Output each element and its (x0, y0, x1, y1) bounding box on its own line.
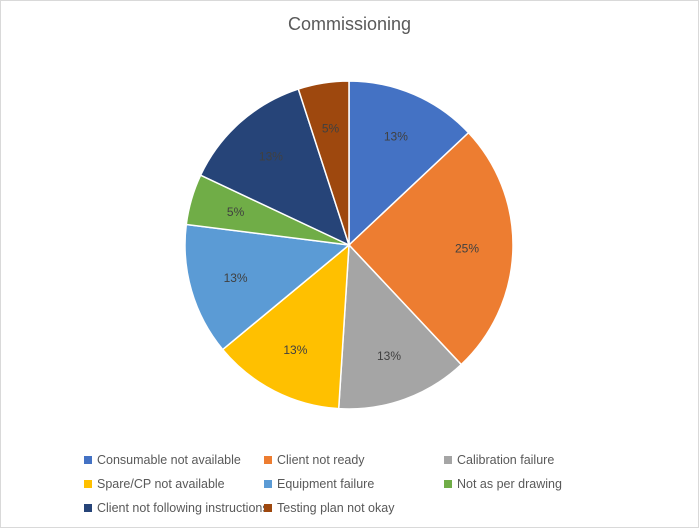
legend-swatch (84, 480, 92, 488)
data-label: 13% (283, 343, 307, 357)
data-label: 13% (377, 349, 401, 363)
legend-swatch (264, 504, 272, 512)
legend-swatch (84, 504, 92, 512)
pie-slice (347, 131, 514, 366)
legend-label: Testing plan not okay (277, 501, 395, 515)
data-label: 13% (259, 149, 283, 163)
pie-slice (184, 223, 351, 351)
legend-label: Calibration failure (457, 453, 555, 467)
legend-swatch (444, 480, 452, 488)
legend-label: Not as per drawing (457, 477, 562, 491)
legend-item: Testing plan not okay (264, 498, 394, 518)
pie-slice (221, 243, 350, 410)
chart-title: Commissioning (287, 14, 412, 34)
legend-label: Equipment failure (277, 477, 375, 491)
data-label: 13% (224, 271, 248, 285)
pie-slice (337, 243, 463, 410)
pie-slice (297, 80, 350, 246)
legend-item: Not as per drawing (444, 474, 562, 494)
legend-item: Client not following instructions (84, 498, 269, 518)
pie-slice (348, 80, 470, 247)
data-label: 13% (384, 130, 408, 144)
legend-item: Client not ready (264, 450, 365, 470)
legend-label: Client not following instructions (97, 501, 269, 515)
pie-slice (199, 88, 351, 247)
legend-item: Calibration failure (444, 450, 554, 470)
data-label: 5% (322, 121, 340, 135)
legend-swatch (264, 480, 272, 488)
legend-swatch (444, 456, 452, 464)
data-label: 5% (227, 205, 245, 219)
pie-chart: 13% 25% 13% 13% 13% 5% 13% 5% (184, 80, 514, 410)
legend-label: Client not ready (277, 453, 365, 467)
data-label: 25% (455, 242, 479, 256)
legend-label: Spare/CP not available (97, 477, 225, 491)
legend-swatch (264, 456, 272, 464)
legend-label: Consumable not available (97, 453, 241, 467)
legend-item: Equipment failure (264, 474, 374, 494)
legend-item: Consumable not available (84, 450, 241, 470)
legend-swatch (84, 456, 92, 464)
legend-item: Spare/CP not available (84, 474, 225, 494)
